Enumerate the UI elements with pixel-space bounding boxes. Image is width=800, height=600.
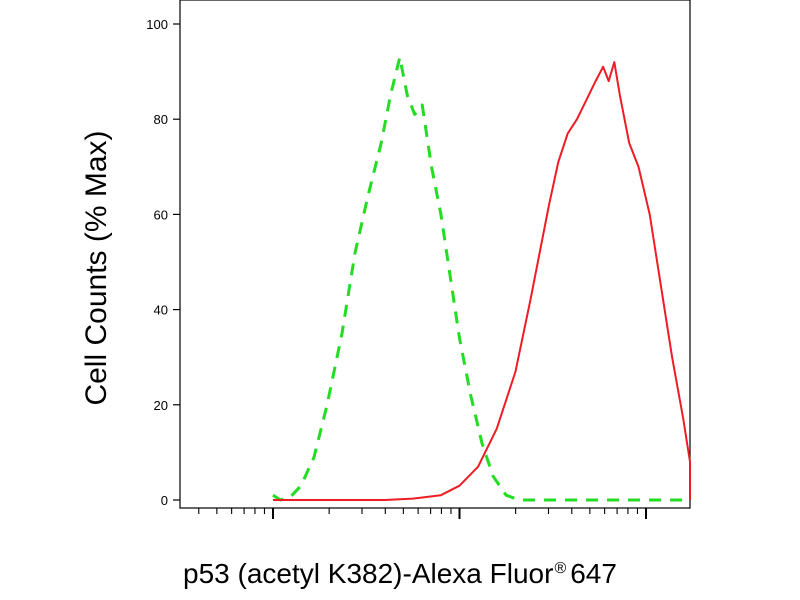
y-axis-ticks: 0 20 40 60 80 100 (146, 17, 180, 508)
sample-series-line (273, 61, 691, 501)
x-axis-label-suffix: 647 (570, 558, 617, 589)
registered-mark: ® (554, 560, 567, 577)
x-axis-label-text: p53 (acetyl K382)-Alexa Fluor (183, 558, 554, 589)
y-tick-label: 20 (154, 398, 168, 413)
y-tick-label: 80 (154, 112, 168, 127)
y-tick-label: 40 (154, 303, 168, 318)
histogram-series (272, 55, 691, 502)
plot-frame (179, 0, 691, 509)
y-tick-label: 0 (161, 493, 168, 508)
y-axis-label: Cell Counts (% Max) (80, 130, 113, 406)
y-tick-label: 100 (146, 17, 168, 32)
x-axis-ticks (198, 508, 647, 519)
control-series-line (272, 55, 690, 502)
y-tick-label: 60 (154, 207, 168, 222)
x-axis-label: p53 (acetyl K382)-Alexa Fluor® 647 (0, 558, 800, 590)
